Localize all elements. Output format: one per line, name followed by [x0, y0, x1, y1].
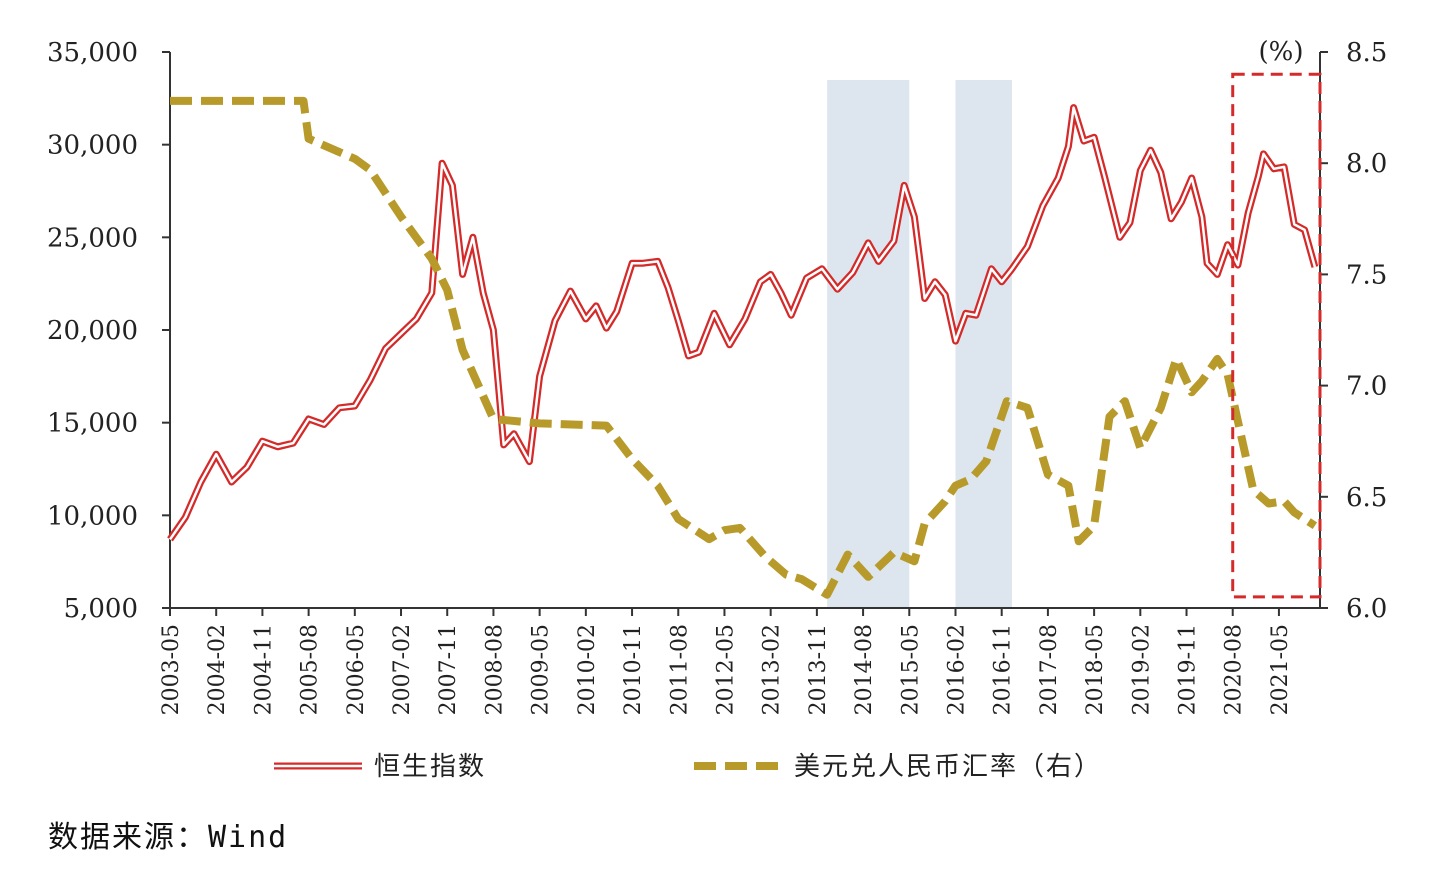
- series-line-hsi-inner: [168, 106, 1317, 541]
- x-tick-label: 2019-02: [1129, 624, 1154, 715]
- legend-item-usdcny: 美元兑人民币汇率（右）: [694, 752, 1102, 782]
- x-tick-label: 2009-05: [529, 624, 554, 715]
- x-tick-label: 2017-08: [1037, 624, 1062, 715]
- x-tick-label: 2004-11: [251, 624, 276, 715]
- left-tick-label: 5,000: [64, 594, 138, 624]
- highlight-box: [1231, 72, 1322, 599]
- recession-shading: [827, 80, 1012, 608]
- legend-label-usdcny: 美元兑人民币汇率（右）: [794, 752, 1102, 782]
- right-tick-label: 8.0: [1346, 149, 1387, 179]
- right-axis-unit: (%): [1259, 37, 1304, 67]
- left-tick-label: 30,000: [47, 131, 138, 161]
- x-tick-label: 2016-11: [991, 624, 1016, 715]
- left-tick-label: 35,000: [47, 38, 138, 68]
- source-note: 数据来源：Wind: [48, 820, 289, 855]
- x-tick-label: 2011-08: [667, 624, 692, 715]
- right-axis-labels: 6.0 6.5 7.0 7.5 8.0 8.5: [1346, 38, 1387, 624]
- x-tick-label: 2010-11: [621, 624, 646, 715]
- x-tick-label: 2020-08: [1222, 624, 1247, 715]
- left-tick-label: 20,000: [47, 316, 138, 346]
- shade-band-1: [827, 80, 910, 608]
- series: [167, 96, 1319, 599]
- x-tick-label: 2008-08: [482, 624, 507, 715]
- x-tick-label: 2007-11: [436, 624, 461, 715]
- x-tick-label: 2018-05: [1083, 624, 1108, 715]
- x-tick-label: 2003-05: [159, 624, 184, 715]
- x-tick-label: 2019-11: [1176, 624, 1201, 715]
- x-tick-label: 2015-05: [898, 624, 923, 715]
- right-tick-label: 8.5: [1346, 38, 1387, 68]
- left-tick-label: 25,000: [47, 223, 138, 253]
- shade-band-2: [955, 80, 1012, 608]
- x-tick-label: 2012-05: [713, 624, 738, 715]
- right-tick-label: 6.5: [1346, 483, 1387, 513]
- x-tick-label: 2016-02: [944, 624, 969, 715]
- x-tick-label: 2010-02: [575, 624, 600, 715]
- x-tick-label: 2013-02: [760, 624, 785, 715]
- x-axis-labels: 2003-05 2004-02 2004-11 2005-08 2006-05 2007-…: [159, 624, 1293, 715]
- right-tick-label: 7.0: [1346, 372, 1387, 402]
- left-tick-label: 10,000: [47, 501, 138, 531]
- right-tick-label: 6.0: [1346, 594, 1387, 624]
- highlight-box-rect: [1231, 72, 1322, 599]
- x-tick-label: 2014-08: [852, 624, 877, 715]
- x-tick-label: 2007-02: [390, 624, 415, 715]
- right-tick-label: 7.5: [1346, 260, 1387, 290]
- left-axis-labels: 5,000 10,000 15,000 20,000 25,000 30,000 35,00…: [47, 38, 138, 624]
- series-line-usdcny: [170, 96, 1318, 599]
- legend: 恒生指数 美元兑人民币汇率（右）: [274, 752, 1102, 782]
- x-tick-label: 2005-08: [298, 624, 323, 715]
- axes: [162, 51, 1328, 616]
- left-tick-label: 15,000: [47, 409, 138, 439]
- legend-label-hsi: 恒生指数: [374, 752, 486, 782]
- x-tick-label: 2006-05: [344, 624, 369, 715]
- x-tick-label: 2004-02: [205, 624, 230, 715]
- x-tick-label: 2021-05: [1268, 624, 1293, 715]
- legend-item-hsi: 恒生指数: [274, 752, 486, 782]
- x-tick-label: 2013-11: [806, 624, 831, 715]
